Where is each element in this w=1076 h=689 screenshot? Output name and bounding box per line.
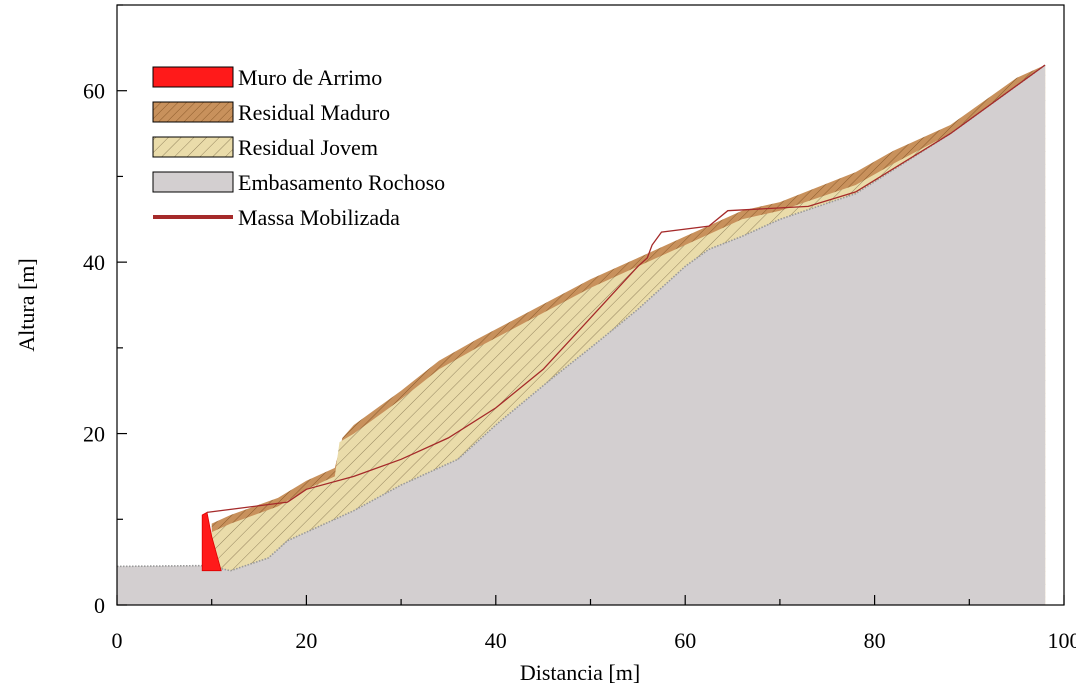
layer-embasamento-rochoso [117, 65, 1046, 605]
y-tick-label: 60 [83, 79, 105, 104]
y-axis: 0 20 40 60 [83, 4, 127, 618]
legend-swatch [152, 66, 234, 88]
massa-mobilizada-line [206, 64, 1046, 514]
legend-swatch [152, 171, 234, 193]
legend-label: Muro de Arrimo [238, 65, 382, 90]
legend-swatch [152, 101, 234, 123]
y-tick-label: 20 [83, 422, 105, 447]
legend-item-maduro: Residual Maduro [152, 100, 390, 125]
y-axis-label: Altura [m] [14, 258, 39, 351]
legend: Muro de Arrimo Residual Maduro Residual Jo… [152, 65, 445, 230]
legend-item-rocha: Embasamento Rochoso [152, 170, 445, 195]
x-tick-label: 80 [864, 628, 886, 653]
muro-de-arrimo [201, 511, 222, 572]
legend-item-jovem: Residual Jovem [152, 135, 378, 160]
rock-surface-line [117, 64, 1046, 572]
x-tick-label: 20 [295, 628, 317, 653]
x-axis-label: Distancia [m] [520, 660, 640, 685]
legend-label: Embasamento Rochoso [238, 170, 445, 195]
legend-item-muro: Muro de Arrimo [152, 65, 382, 90]
x-tick-label: 40 [485, 628, 507, 653]
legend-label: Residual Maduro [238, 100, 390, 125]
plot-area [117, 64, 1046, 605]
x-axis: 0 20 40 60 80 100 [112, 595, 1076, 653]
legend-label: Massa Mobilizada [238, 205, 400, 230]
legend-label: Residual Jovem [238, 135, 378, 160]
x-tick-label: 60 [674, 628, 696, 653]
x-tick-label: 100 [1048, 628, 1076, 653]
x-tick-label: 0 [112, 628, 123, 653]
legend-swatch [152, 136, 234, 158]
y-tick-label: 40 [83, 250, 105, 275]
y-tick-label: 0 [94, 593, 105, 618]
legend-item-massa: Massa Mobilizada [153, 205, 400, 230]
